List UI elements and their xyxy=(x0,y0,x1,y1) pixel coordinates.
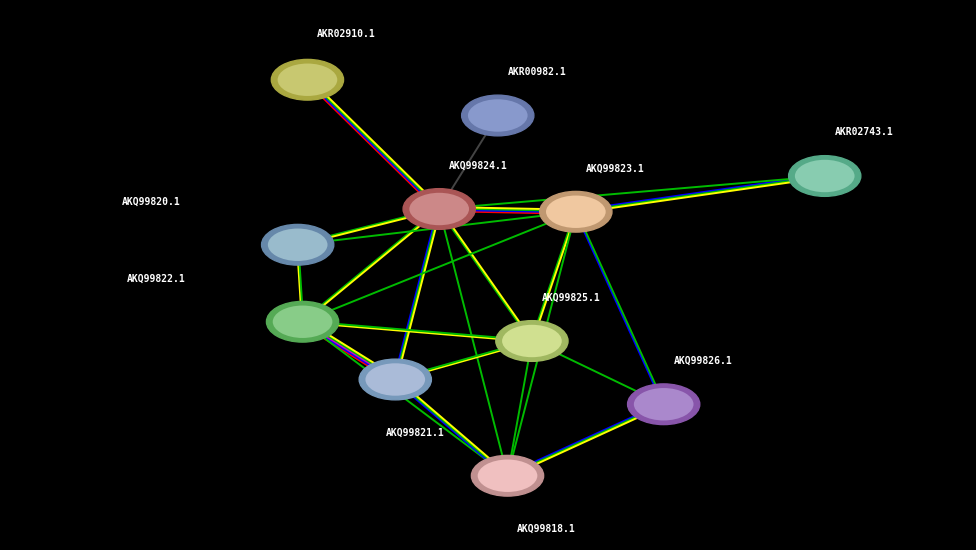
Circle shape xyxy=(403,189,475,229)
Circle shape xyxy=(628,384,700,425)
Circle shape xyxy=(266,227,329,262)
Circle shape xyxy=(408,191,470,227)
Text: AKQ99822.1: AKQ99822.1 xyxy=(127,273,185,283)
Circle shape xyxy=(545,194,607,229)
Circle shape xyxy=(271,304,334,339)
Circle shape xyxy=(262,224,334,265)
Circle shape xyxy=(496,321,568,361)
Text: AKQ99820.1: AKQ99820.1 xyxy=(122,196,181,206)
Circle shape xyxy=(276,62,339,97)
Circle shape xyxy=(471,455,544,496)
Text: AKQ99825.1: AKQ99825.1 xyxy=(542,293,600,303)
Text: AKQ99821.1: AKQ99821.1 xyxy=(386,427,444,437)
Circle shape xyxy=(501,323,563,359)
Text: AKR02910.1: AKR02910.1 xyxy=(317,29,376,39)
Circle shape xyxy=(462,95,534,136)
Circle shape xyxy=(359,359,431,400)
Text: AKQ99826.1: AKQ99826.1 xyxy=(673,356,732,366)
Circle shape xyxy=(789,156,861,196)
Circle shape xyxy=(271,59,344,100)
Circle shape xyxy=(364,362,427,397)
Circle shape xyxy=(467,98,529,133)
Text: AKQ99824.1: AKQ99824.1 xyxy=(449,161,508,170)
Text: AKQ99818.1: AKQ99818.1 xyxy=(517,524,576,534)
Circle shape xyxy=(476,458,539,493)
Circle shape xyxy=(266,301,339,342)
Text: AKQ99823.1: AKQ99823.1 xyxy=(586,163,644,173)
Circle shape xyxy=(540,191,612,232)
Circle shape xyxy=(793,158,856,194)
Text: AKR02743.1: AKR02743.1 xyxy=(834,128,893,138)
Text: AKR00982.1: AKR00982.1 xyxy=(508,67,566,77)
Circle shape xyxy=(632,387,695,422)
